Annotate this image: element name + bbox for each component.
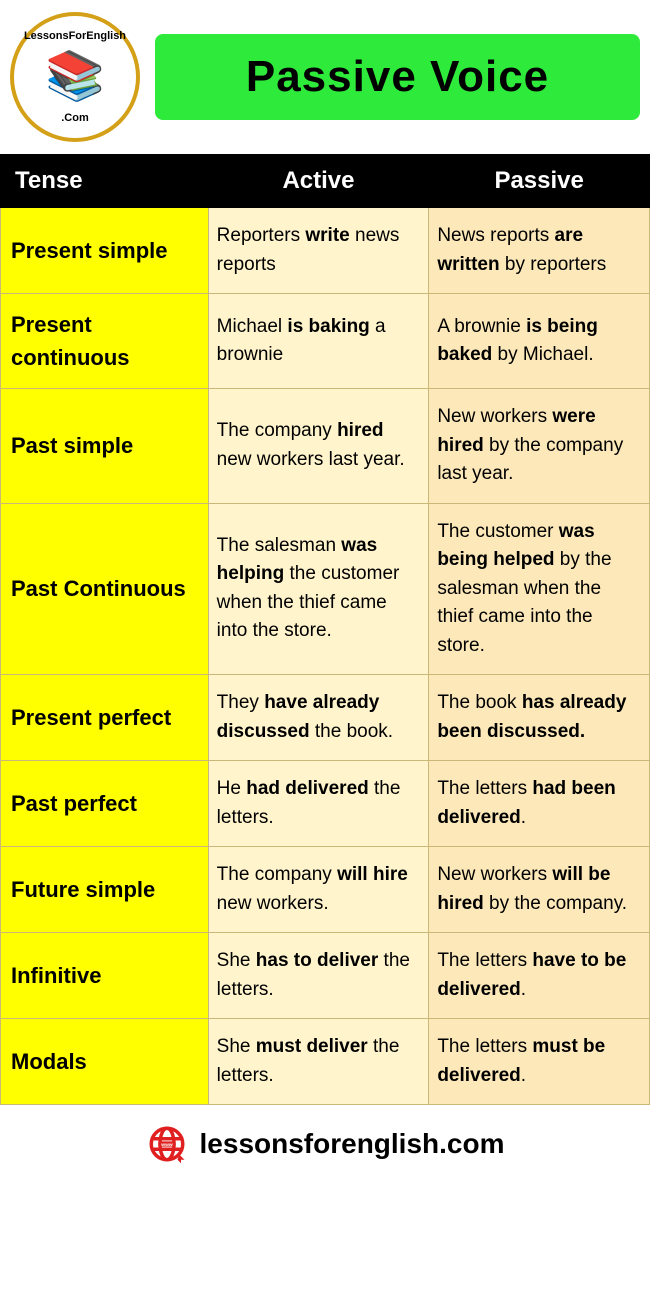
active-cell: The company will hire new workers. [208,847,429,933]
tense-cell: Infinitive [1,933,209,1019]
table-body: Present simpleReporters write news repor… [1,208,650,1105]
passive-cell: A brownie is being baked by Michael. [429,294,650,389]
passive-cell: New workers will be hired by the company… [429,847,650,933]
table-row: Future simpleThe company will hire new w… [1,847,650,933]
active-cell: They have already discussed the book. [208,675,429,761]
tense-cell: Past simple [1,389,209,504]
title-box: Passive Voice [155,34,640,120]
tense-cell: Present perfect [1,675,209,761]
logo-text-top: LessonsForEnglish [24,30,126,42]
page-title: Passive Voice [165,52,630,102]
active-cell: She must deliver the letters. [208,1019,429,1105]
logo: LessonsForEnglish 📚 .Com [10,12,140,142]
passive-cell: The letters had been delivered. [429,761,650,847]
header-section: LessonsForEnglish 📚 .Com Passive Voice [0,0,650,154]
table-header-row: Tense Active Passive [1,155,650,208]
tense-cell: Past perfect [1,761,209,847]
tense-cell: Present continuous [1,294,209,389]
passive-cell: The letters have to be delivered. [429,933,650,1019]
table-row: Past ContinuousThe salesman was helping … [1,503,650,675]
passive-cell: The book has already been discussed. [429,675,650,761]
active-cell: The company hired new workers last year. [208,389,429,504]
passive-cell: News reports are written by reporters [429,208,650,294]
col-header-active: Active [208,155,429,208]
footer-section: www lessonsforenglish.com [0,1105,650,1189]
passive-cell: New workers were hired by the company la… [429,389,650,504]
footer-url: lessonsforenglish.com [200,1128,505,1160]
col-header-passive: Passive [429,155,650,208]
table-row: Present perfectThey have already discuss… [1,675,650,761]
tense-cell: Future simple [1,847,209,933]
active-cell: The salesman was helping the customer wh… [208,503,429,675]
passive-cell: The letters must be delivered. [429,1019,650,1105]
tense-cell: Present simple [1,208,209,294]
table-row: Past simpleThe company hired new workers… [1,389,650,504]
tense-cell: Modals [1,1019,209,1105]
col-header-tense: Tense [1,155,209,208]
active-cell: He had delivered the letters. [208,761,429,847]
table-row: Past perfectHe had delivered the letters… [1,761,650,847]
active-cell: Michael is baking a brownie [208,294,429,389]
globe-icon: www [146,1123,188,1165]
passive-cell: The customer was being helped by the sal… [429,503,650,675]
books-icon: 📚 [45,53,105,101]
table-row: ModalsShe must deliver the letters.The l… [1,1019,650,1105]
tense-cell: Past Continuous [1,503,209,675]
table-row: Present simpleReporters write news repor… [1,208,650,294]
table-row: Present continuousMichael is baking a br… [1,294,650,389]
svg-text:www: www [160,1143,173,1148]
logo-text-bottom: .Com [61,112,89,124]
passive-voice-table: Tense Active Passive Present simpleRepor… [0,154,650,1105]
active-cell: She has to deliver the letters. [208,933,429,1019]
active-cell: Reporters write news reports [208,208,429,294]
table-row: InfinitiveShe has to deliver the letters… [1,933,650,1019]
